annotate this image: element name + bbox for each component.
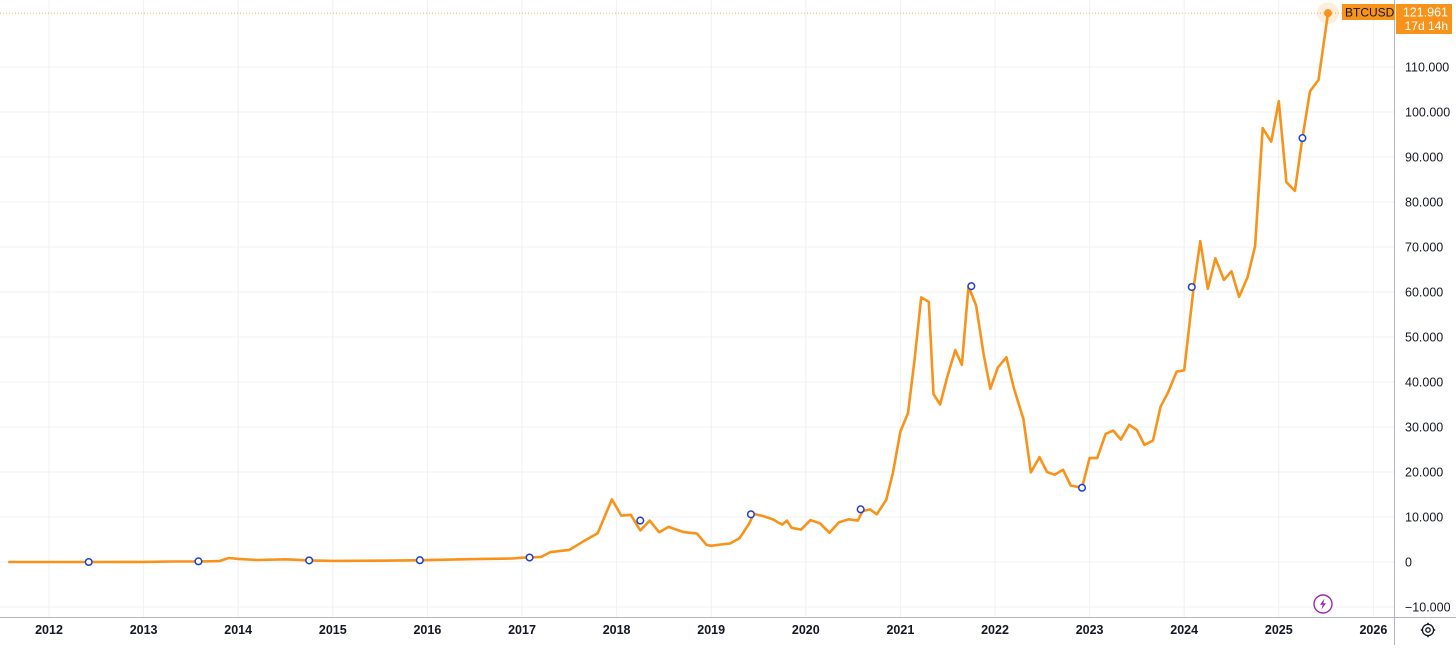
series-layer <box>8 2 1339 564</box>
price-badge <box>1396 4 1452 34</box>
event-markers <box>84 134 1307 567</box>
y-tick-label: 100.000 <box>1405 106 1450 120</box>
x-tick-label: 2021 <box>886 623 914 637</box>
last-price-label: BTCUSD 121.961 17d 14h <box>1342 4 1452 34</box>
event-marker[interactable] <box>967 282 976 291</box>
x-tick-label: 2019 <box>697 623 725 637</box>
event-marker[interactable] <box>84 557 93 567</box>
x-tick-label: 2020 <box>792 623 820 637</box>
x-tick-label: 2025 <box>1265 623 1293 637</box>
symbol-label: BTCUSD <box>1345 6 1395 20</box>
symbol-badge <box>1342 4 1395 20</box>
x-tick-label: 2017 <box>508 623 536 637</box>
event-marker[interactable] <box>856 505 865 514</box>
y-tick-label: 10.000 <box>1405 511 1443 525</box>
y-tick-label: 70.000 <box>1405 241 1443 255</box>
lightning-icon[interactable] <box>1313 594 1333 614</box>
x-tick-label: 2026 <box>1359 623 1387 637</box>
event-marker[interactable] <box>194 557 203 566</box>
y-tick-label: 60.000 <box>1405 286 1443 300</box>
y-tick-label: 80.000 <box>1405 196 1443 210</box>
x-axis-ticks: 2012 2013 2014 2015 2016 2017 2018 2019 2020 2021… <box>35 623 1387 637</box>
event-marker[interactable] <box>305 556 314 565</box>
y-tick-label: 0 <box>1405 556 1412 570</box>
y-tick-label: 50.000 <box>1405 331 1443 345</box>
last-price-value: 121.961 <box>1403 6 1448 20</box>
y-tick-label: 20.000 <box>1405 466 1443 480</box>
y-tick-label: 30.000 <box>1405 421 1443 435</box>
event-marker[interactable] <box>1298 134 1307 143</box>
x-tick-label: 2013 <box>130 623 158 637</box>
event-marker[interactable] <box>636 516 645 525</box>
event-marker[interactable] <box>746 510 755 519</box>
event-marker[interactable] <box>415 556 424 565</box>
y-tick-label: 90.000 <box>1405 151 1443 165</box>
x-tick-label: 2023 <box>1076 623 1104 637</box>
gear-icon <box>1420 622 1436 638</box>
y-axis-ticks: −10.000 0 10.000 20.000 30.000 40.000 50.000 60… <box>1405 61 1451 615</box>
last-point <box>1323 9 1332 18</box>
series-line-btcusd[interactable] <box>8 11 1330 564</box>
y-tick-label: 110.000 <box>1405 61 1449 75</box>
grid <box>0 0 1394 617</box>
y-tick-label: −10.000 <box>1405 601 1451 615</box>
x-tick-label: 2012 <box>35 623 63 637</box>
axis-settings-button[interactable] <box>1417 619 1439 641</box>
event-marker[interactable] <box>525 553 534 562</box>
x-tick-label: 2024 <box>1170 623 1198 637</box>
event-marker[interactable] <box>1077 483 1087 492</box>
bar-countdown: 17d 14h <box>1405 19 1448 33</box>
event-marker[interactable] <box>1187 283 1196 292</box>
y-tick-label: 40.000 <box>1405 376 1443 390</box>
x-tick-label: 2022 <box>981 623 1009 637</box>
x-tick-label: 2015 <box>319 623 347 637</box>
x-tick-label: 2014 <box>224 623 252 637</box>
x-tick-label: 2016 <box>413 623 441 637</box>
x-tick-label: 2018 <box>603 623 631 637</box>
